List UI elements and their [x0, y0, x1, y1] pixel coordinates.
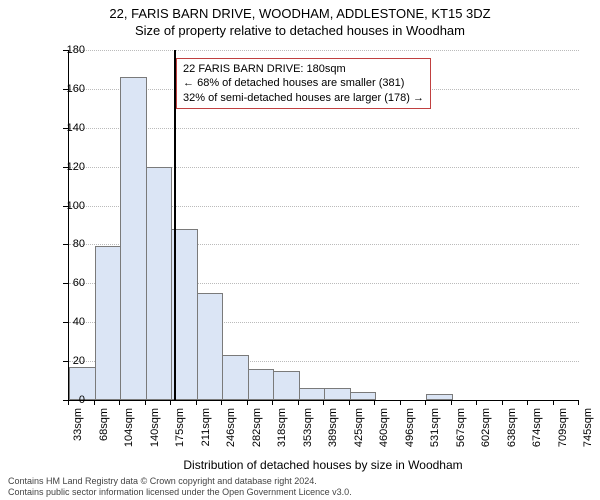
- xtick-label: 68sqm: [98, 408, 110, 458]
- gridline: [69, 50, 579, 51]
- xtick-label: 140sqm: [149, 408, 161, 458]
- histogram-bar: [222, 355, 249, 400]
- xtick-mark: [119, 400, 120, 405]
- xtick-mark: [400, 400, 401, 405]
- histogram-bar: [299, 388, 326, 400]
- footer-line2: Contains public sector information licen…: [8, 487, 352, 498]
- xtick-label: 104sqm: [123, 408, 135, 458]
- histogram-bar: [350, 392, 377, 400]
- xtick-mark: [247, 400, 248, 405]
- xtick-mark: [68, 400, 69, 405]
- annotation-line3: 32% of semi-detached houses are larger (…: [183, 91, 424, 105]
- xtick-mark: [272, 400, 273, 405]
- annotation-line2: ← 68% of detached houses are smaller (38…: [183, 76, 424, 90]
- title-address: 22, FARIS BARN DRIVE, WOODHAM, ADDLESTON…: [0, 0, 600, 21]
- histogram-bar: [273, 371, 300, 400]
- histogram-bar: [95, 246, 122, 400]
- xtick-label: 638sqm: [506, 408, 518, 458]
- xtick-label: 674sqm: [531, 408, 543, 458]
- histogram-bar: [426, 394, 453, 400]
- ytick-mark: [63, 322, 68, 323]
- xtick-mark: [94, 400, 95, 405]
- xtick-label: 745sqm: [582, 408, 594, 458]
- xtick-mark: [196, 400, 197, 405]
- xtick-label: 567sqm: [455, 408, 467, 458]
- ytick-mark: [63, 167, 68, 168]
- ytick-mark: [63, 361, 68, 362]
- xtick-label: 602sqm: [480, 408, 492, 458]
- x-axis-label: Distribution of detached houses by size …: [68, 458, 578, 472]
- title-subtitle: Size of property relative to detached ho…: [0, 21, 600, 38]
- xtick-label: 282sqm: [251, 408, 263, 458]
- histogram-bar: [324, 388, 351, 400]
- xtick-mark: [425, 400, 426, 405]
- xtick-mark: [527, 400, 528, 405]
- histogram-bar: [120, 77, 147, 400]
- xtick-mark: [553, 400, 554, 405]
- xtick-mark: [349, 400, 350, 405]
- xtick-label: 460sqm: [378, 408, 390, 458]
- xtick-mark: [502, 400, 503, 405]
- xtick-label: 211sqm: [200, 408, 212, 458]
- annotation-line1: 22 FARIS BARN DRIVE: 180sqm: [183, 62, 424, 76]
- xtick-mark: [374, 400, 375, 405]
- xtick-mark: [298, 400, 299, 405]
- xtick-label: 175sqm: [174, 408, 186, 458]
- ytick-mark: [63, 50, 68, 51]
- ytick-mark: [63, 206, 68, 207]
- xtick-label: 33sqm: [72, 408, 84, 458]
- xtick-label: 246sqm: [225, 408, 237, 458]
- footer-line1: Contains HM Land Registry data © Crown c…: [8, 476, 352, 487]
- xtick-mark: [476, 400, 477, 405]
- footer: Contains HM Land Registry data © Crown c…: [8, 476, 352, 498]
- xtick-label: 425sqm: [353, 408, 365, 458]
- xtick-label: 496sqm: [404, 408, 416, 458]
- xtick-label: 389sqm: [327, 408, 339, 458]
- histogram-bar: [197, 293, 224, 400]
- xtick-label: 709sqm: [557, 408, 569, 458]
- ytick-mark: [63, 89, 68, 90]
- xtick-mark: [323, 400, 324, 405]
- xtick-mark: [578, 400, 579, 405]
- ytick-mark: [63, 283, 68, 284]
- ytick-mark: [63, 128, 68, 129]
- histogram-bar: [248, 369, 275, 400]
- xtick-mark: [145, 400, 146, 405]
- ytick-mark: [63, 244, 68, 245]
- histogram-bar: [146, 167, 173, 400]
- chart-container: 22, FARIS BARN DRIVE, WOODHAM, ADDLESTON…: [0, 0, 600, 500]
- xtick-label: 318sqm: [276, 408, 288, 458]
- xtick-label: 353sqm: [302, 408, 314, 458]
- xtick-mark: [451, 400, 452, 405]
- xtick-mark: [170, 400, 171, 405]
- xtick-label: 531sqm: [429, 408, 441, 458]
- xtick-mark: [221, 400, 222, 405]
- annotation-box: 22 FARIS BARN DRIVE: 180sqm ← 68% of det…: [176, 58, 431, 109]
